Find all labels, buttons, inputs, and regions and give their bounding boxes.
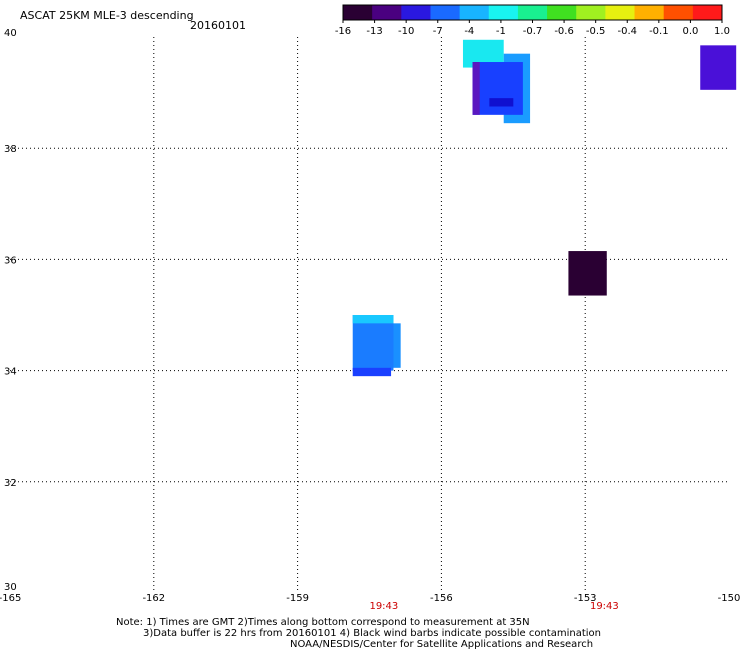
- color-scale-label: -0.1: [649, 26, 669, 37]
- color-scale-swatch: [343, 5, 373, 20]
- color-scale-label: -1: [496, 26, 506, 37]
- wind-swath-cell: [472, 62, 523, 115]
- wind-swath-cell: [700, 45, 737, 90]
- latitude-tick-label: 30: [4, 582, 17, 593]
- wind-swath-cell: [352, 367, 392, 377]
- color-scale-label: 1.0: [714, 26, 730, 37]
- latitude-tick-label: 32: [4, 478, 17, 489]
- wind-swath-cell: [489, 98, 514, 107]
- wind-swath-cells: [352, 39, 737, 377]
- pass-time-label: 19:43: [590, 601, 619, 612]
- latitude-tick-label: 38: [4, 144, 17, 155]
- color-scale-label: -0.5: [586, 26, 606, 37]
- color-scale-label: -4: [464, 26, 474, 37]
- longitude-tick-label: -150: [718, 593, 740, 604]
- color-scale-bar: -16 -13 -10 -7 -4 -1 -0.7 -0.6 -0.5 -0.4 -0.1 0.0 1.…: [335, 4, 730, 37]
- color-scale-swatch: [634, 5, 665, 20]
- color-scale-swatch: [459, 5, 490, 20]
- color-scale-label: 0.0: [682, 26, 698, 37]
- color-scale-label: -10: [398, 26, 414, 37]
- color-scale-label: -0.4: [617, 26, 637, 37]
- color-scale-swatch: [401, 5, 431, 20]
- wind-swath-cell: [391, 323, 401, 368]
- color-scale-swatch: [692, 5, 723, 20]
- color-scale-label: -13: [366, 26, 382, 37]
- color-scale-swatch: [663, 5, 694, 20]
- axis-tick-labels: -165 -162 -159 -156 -153 -150 40 38 36 34 32 30: [0, 28, 740, 604]
- latitude-tick-label: 40: [4, 28, 17, 39]
- note-line-2: 3)Data buffer is 22 hrs from 20160101 4)…: [143, 628, 601, 639]
- color-scale-swatch: [547, 5, 577, 20]
- wind-swath-cell: [352, 315, 394, 371]
- color-scale-swatch: [430, 5, 461, 20]
- product-title: ASCAT 25KM MLE-3 descending: [20, 9, 194, 22]
- wind-swath-cell: [472, 62, 480, 115]
- color-scale-label: -7: [433, 26, 443, 37]
- color-scale-swatch: [605, 5, 636, 20]
- lat-lon-grid: [10, 37, 729, 593]
- wind-swath-cell: [568, 251, 607, 296]
- longitude-tick-label: -156: [430, 593, 453, 604]
- longitude-tick-label: -159: [286, 593, 309, 604]
- color-scale-label: -0.6: [554, 26, 574, 37]
- color-scale-swatch: [372, 5, 402, 20]
- credit-line: NOAA/NESDIS/Center for Satellite Applica…: [290, 639, 594, 650]
- latitude-tick-label: 34: [4, 367, 17, 378]
- longitude-tick-label: -165: [0, 593, 21, 604]
- color-scale-label: -16: [335, 26, 351, 37]
- color-scale-label: -0.7: [523, 26, 543, 37]
- pass-time-label: 19:43: [369, 601, 398, 612]
- color-scale-swatch: [576, 5, 606, 20]
- longitude-tick-label: -153: [574, 593, 597, 604]
- pass-time-labels: 19:43 19:43: [369, 601, 618, 612]
- latitude-tick-label: 36: [4, 255, 17, 266]
- note-line-1: Note: 1) Times are GMT 2)Times along bot…: [116, 617, 530, 628]
- wind-swath-cell: [352, 315, 394, 324]
- product-date: 20160101: [190, 19, 246, 32]
- longitude-tick-label: -162: [142, 593, 165, 604]
- color-scale-swatch: [488, 5, 519, 20]
- color-scale-swatch: [517, 5, 548, 20]
